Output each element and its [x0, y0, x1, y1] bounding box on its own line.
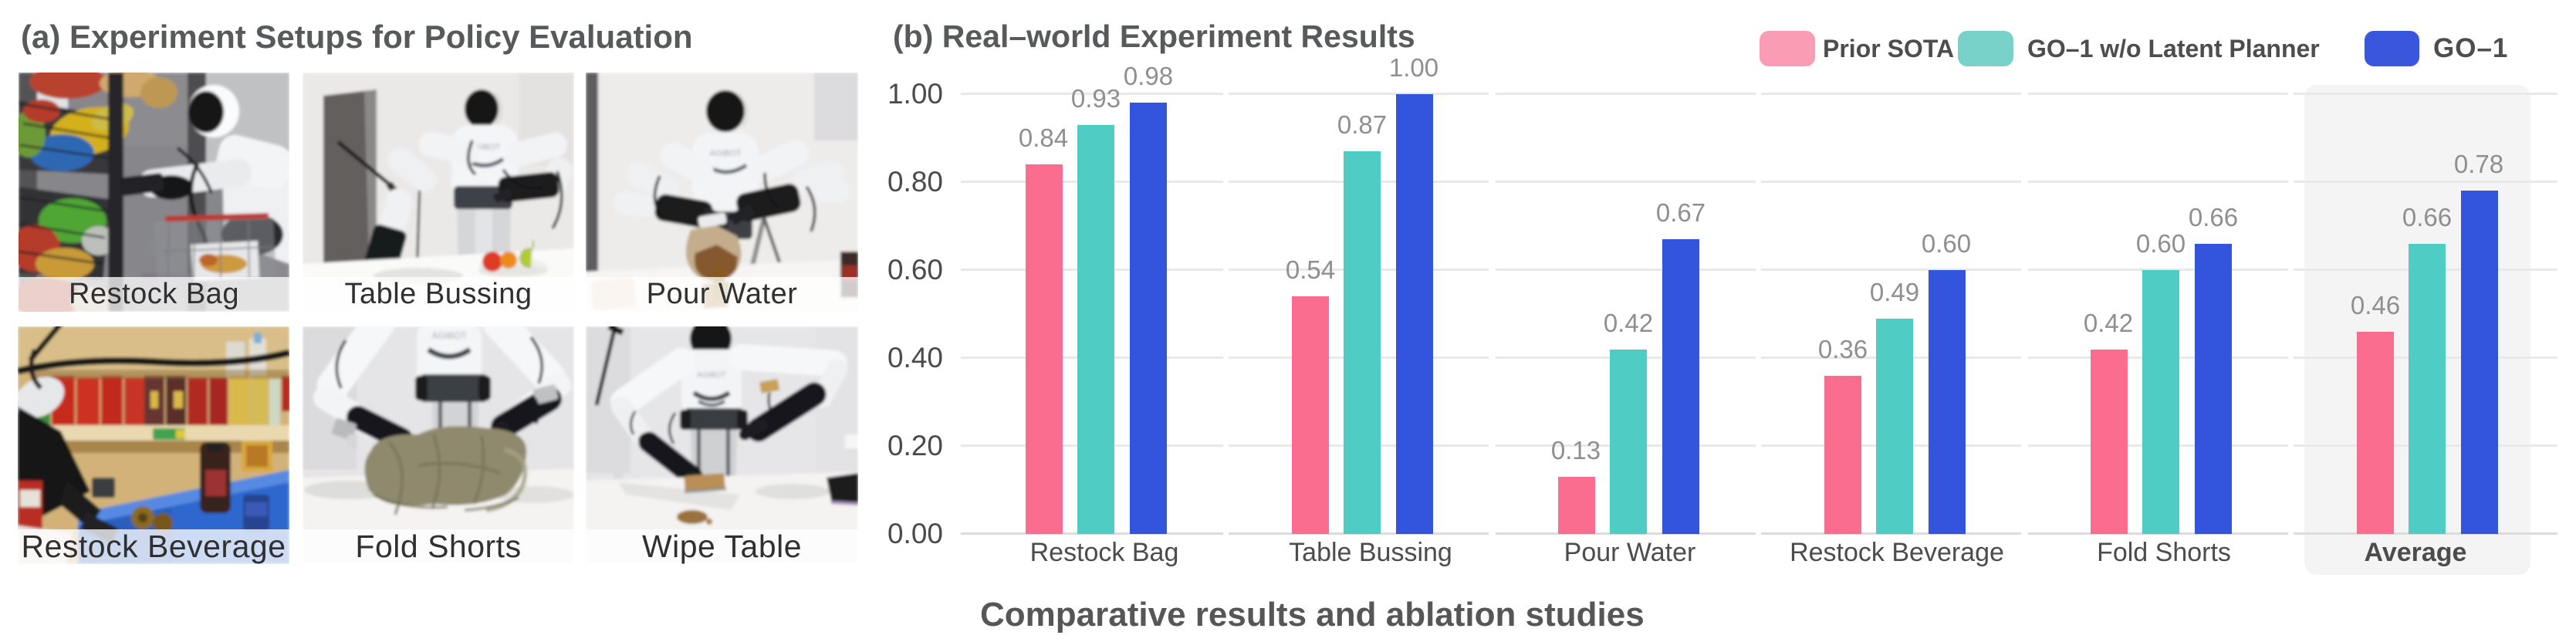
svg-text:AGIBOT: AGIBOT — [697, 371, 726, 380]
svg-text:AGIBOT: AGIBOT — [431, 330, 467, 341]
svg-text:AGIBOT: AGIBOT — [709, 149, 742, 158]
